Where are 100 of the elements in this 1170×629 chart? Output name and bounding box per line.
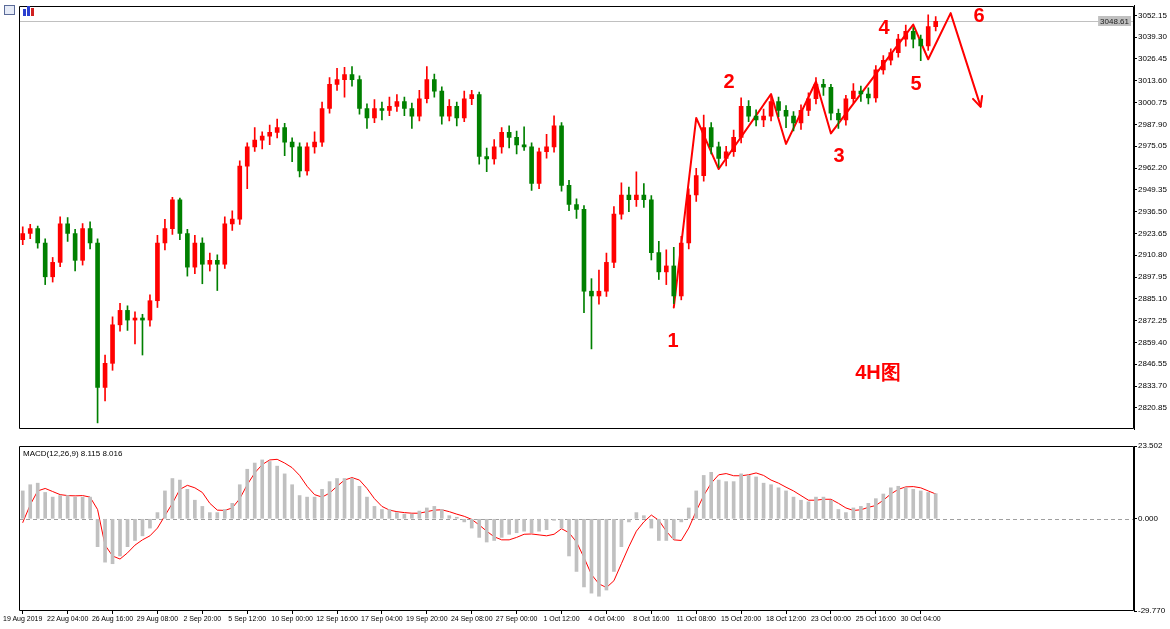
y-tick-label: 3013.60 xyxy=(1138,76,1168,85)
bar xyxy=(507,518,511,535)
bar xyxy=(20,490,25,519)
bar xyxy=(844,512,848,519)
y-tick-label: 2859.40 xyxy=(1138,337,1168,347)
bar xyxy=(492,518,497,541)
bar xyxy=(918,490,923,519)
bar xyxy=(814,496,818,519)
bar xyxy=(335,478,339,519)
candlestick xyxy=(214,254,220,291)
bar xyxy=(829,499,833,519)
y-tick-label: 2987.90 xyxy=(1138,119,1168,129)
bar xyxy=(881,493,886,519)
bar xyxy=(716,479,721,519)
bar xyxy=(207,512,212,519)
candlestick xyxy=(229,210,235,231)
annotation: 1 xyxy=(667,328,679,351)
bar xyxy=(380,509,384,519)
bar xyxy=(926,492,931,519)
bar xyxy=(612,518,616,572)
y-tick-label: 2962.20 xyxy=(1138,163,1168,173)
bar xyxy=(447,515,452,519)
bar xyxy=(754,476,758,519)
y-tick-label: 3000.75 xyxy=(1138,97,1168,107)
bar xyxy=(664,518,669,541)
bar xyxy=(469,518,474,529)
bar xyxy=(679,518,684,523)
y-tick-label: 2910.80 xyxy=(1138,250,1168,260)
bar xyxy=(118,518,122,557)
bar xyxy=(671,518,676,540)
bar xyxy=(432,506,437,519)
bar xyxy=(874,498,878,519)
bar xyxy=(896,485,901,519)
bar xyxy=(477,518,482,538)
y-tick-label: 0.000 xyxy=(1138,514,1159,523)
bar xyxy=(88,496,92,519)
bar xyxy=(215,512,220,519)
bar xyxy=(522,518,526,532)
y-tick-label: 2846.55 xyxy=(1138,359,1168,369)
bar xyxy=(133,518,137,541)
y-tick-label: 23.502 xyxy=(1138,441,1164,451)
bar xyxy=(701,475,706,519)
bar xyxy=(50,496,55,519)
chart-title: MACD(12,26,9) 8.115 8.016 xyxy=(23,449,124,459)
bar xyxy=(305,496,309,519)
y-tick-label: 2936.50 xyxy=(1138,206,1168,216)
y-tick-label: -29.770 xyxy=(1138,606,1166,616)
bar xyxy=(627,518,631,523)
bar xyxy=(275,465,279,519)
candlestick xyxy=(379,101,385,121)
bar xyxy=(350,478,354,519)
bar xyxy=(58,495,62,519)
y-tick-label: 3039.30 xyxy=(1138,32,1168,42)
bar xyxy=(193,499,197,519)
bar xyxy=(222,509,227,519)
bar xyxy=(484,518,489,543)
bar xyxy=(410,513,414,519)
y-tick-label: 2923.65 xyxy=(1138,228,1168,238)
bar xyxy=(597,518,601,597)
bar xyxy=(163,490,167,519)
bar xyxy=(634,512,639,519)
bar xyxy=(567,518,571,557)
bar xyxy=(425,507,429,519)
ref-line-label: 3048.61 xyxy=(1100,16,1130,26)
annotation: 4H图 xyxy=(855,360,901,383)
bar xyxy=(903,487,908,519)
bar xyxy=(365,496,369,519)
bar xyxy=(888,487,893,519)
bar xyxy=(395,512,399,519)
bar xyxy=(178,479,182,519)
bar xyxy=(320,489,324,519)
y-tick-label: 2833.70 xyxy=(1138,381,1168,391)
bar xyxy=(739,473,743,519)
bar xyxy=(439,509,444,519)
y-tick-label: 3052.15 xyxy=(1138,10,1168,20)
bar xyxy=(859,506,863,519)
bar xyxy=(260,459,265,519)
bar xyxy=(656,518,661,541)
candlestick xyxy=(663,249,669,285)
bar xyxy=(290,484,294,519)
bar xyxy=(799,499,803,519)
bar xyxy=(103,518,107,563)
y-tick-label: 3026.45 xyxy=(1138,54,1168,64)
bar xyxy=(43,492,48,519)
y-tick-label: 2820.85 xyxy=(1138,403,1168,413)
bar xyxy=(252,462,257,519)
bar xyxy=(462,518,467,523)
candlestick xyxy=(267,124,273,145)
bar xyxy=(35,482,40,519)
bar xyxy=(28,484,33,519)
bar xyxy=(724,481,728,519)
bar xyxy=(73,496,77,519)
candlestick xyxy=(484,147,490,173)
bar xyxy=(237,484,242,519)
y-tick-label: 2897.95 xyxy=(1138,272,1168,282)
bar xyxy=(245,468,250,519)
bar xyxy=(933,493,938,519)
bar xyxy=(642,515,646,519)
y-tick-label: 2949.35 xyxy=(1138,185,1168,195)
bar xyxy=(230,502,235,519)
